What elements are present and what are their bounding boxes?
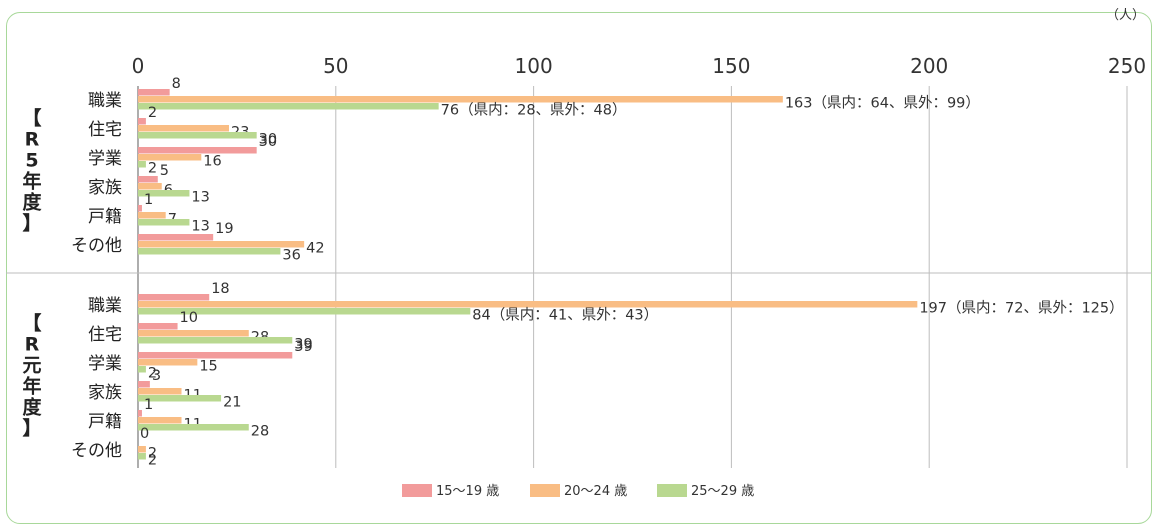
bar-0-0-0 [138,89,170,96]
bar-0-5-2 [138,248,281,255]
category-label-1-5: その他 [71,441,122,461]
category-label-1-0: 職業 [88,296,122,316]
category-label-1-1: 住宅 [88,325,122,345]
bar-1-4-1 [138,417,182,424]
x-tick-label-50: 50 [323,54,348,78]
data-label-1-0-2: 84（県内：41、県外：43） [472,307,658,324]
bar-0-2-0 [138,147,257,154]
data-label-0-0-0: 8 [172,76,181,92]
bar-0-0-2 [138,103,439,110]
data-label-1-0-1: 197（県内：72、県外：125） [919,300,1123,317]
bar-0-3-1 [138,183,162,190]
legend-label-2: 25～29 歳 [691,484,754,499]
bar-0-4-1 [138,212,166,219]
group-label-0: 【R 5 年度】 [22,107,42,235]
bar-0-1-2 [138,132,257,139]
bar-0-3-0 [138,176,158,183]
legend-label-0: 15～19 歳 [436,484,499,499]
x-tick-label-0: 0 [132,54,145,78]
x-tick-label-200: 200 [910,54,948,78]
data-label-0-5-0: 19 [215,221,233,237]
data-label-1-5-1: 2 [148,446,157,462]
x-tick-label-250: 250 [1108,54,1146,78]
bar-0-3-2 [138,190,190,197]
bar-1-5-1 [138,446,146,453]
data-label-0-2-1: 16 [203,154,221,170]
category-label-0-0: 職業 [88,91,122,111]
category-label-1-4: 戸籍 [88,412,122,432]
bar-0-4-0 [138,205,142,212]
bar-0-2-2 [138,161,146,168]
bar-1-4-0 [138,410,142,417]
bar-1-3-0 [138,381,150,388]
bar-1-0-1 [138,301,918,308]
bar-1-0-2 [138,308,471,315]
data-label-0-2-2: 2 [148,161,157,177]
bar-0-2-1 [138,154,202,161]
bar-1-4-2 [138,424,249,431]
category-label-0-5: その他 [71,236,122,256]
bar-1-1-2 [138,337,293,344]
x-tick-label-150: 150 [712,54,750,78]
data-label-1-3-0: 3 [152,368,161,384]
bar-0-1-1 [138,125,229,132]
data-label-1-3-2: 21 [223,395,241,411]
data-label-0-3-0: 5 [160,163,169,179]
bar-0-4-2 [138,219,190,226]
bar-1-0-0 [138,294,210,301]
bar-1-2-0 [138,352,293,359]
bar-1-3-1 [138,388,182,395]
legend-label-1: 20～24 歳 [564,484,627,499]
category-label-0-1: 住宅 [88,120,122,140]
data-label-1-4-2: 28 [251,424,269,440]
legend-swatch-1 [530,484,560,497]
data-label-1-2-2: 2 [148,366,157,382]
legend-swatch-2 [657,484,687,497]
data-label-1-5-2: 2 [148,453,157,469]
bar-1-1-0 [138,323,178,330]
category-label-0-3: 家族 [88,178,122,198]
x-tick-label-100: 100 [515,54,553,78]
chart-frame: （人） [6,8,1152,524]
bar-0-0-1 [138,96,783,103]
data-label-0-1-0: 2 [148,105,157,121]
bar-1-2-1 [138,359,198,366]
category-label-0-2: 学業 [88,149,122,169]
category-label-0-4: 戸籍 [88,207,122,227]
data-label-0-5-2: 36 [282,248,300,264]
bar-0-1-0 [138,118,146,125]
category-label-1-2: 学業 [88,354,122,374]
data-label-0-0-1: 163（県内：64、県外：99） [785,95,980,112]
category-label-1-3: 家族 [88,383,122,403]
bar-1-2-2 [138,366,146,373]
bar-1-1-1 [138,330,249,337]
data-label-1-5-0: 0 [140,426,149,442]
data-label-1-0-0: 18 [211,281,229,297]
data-label-0-4-0: 1 [144,192,153,208]
group-label-1: 【R 元年度】 [22,312,42,440]
bar-0-5-0 [138,234,214,241]
data-label-0-4-2: 13 [191,219,209,235]
legend-swatch-0 [402,484,432,497]
data-label-1-4-0: 1 [144,397,153,413]
data-label-0-5-1: 42 [306,241,324,257]
data-label-1-1-2: 39 [294,337,312,353]
data-label-1-2-0: 39 [294,339,312,355]
data-label-0-2-0: 30 [259,134,277,150]
bar-1-3-2 [138,395,222,402]
data-label-0-1-2: 30 [259,132,277,148]
bar-1-5-2 [138,453,146,460]
unit-label: （人） [1105,8,1145,23]
bar-0-5-1 [138,241,305,248]
data-label-1-2-1: 15 [199,359,217,375]
data-label-1-1-0: 10 [180,310,198,326]
data-label-0-0-2: 76（県内：28、県外：48） [441,102,627,119]
data-label-0-3-2: 13 [191,190,209,206]
